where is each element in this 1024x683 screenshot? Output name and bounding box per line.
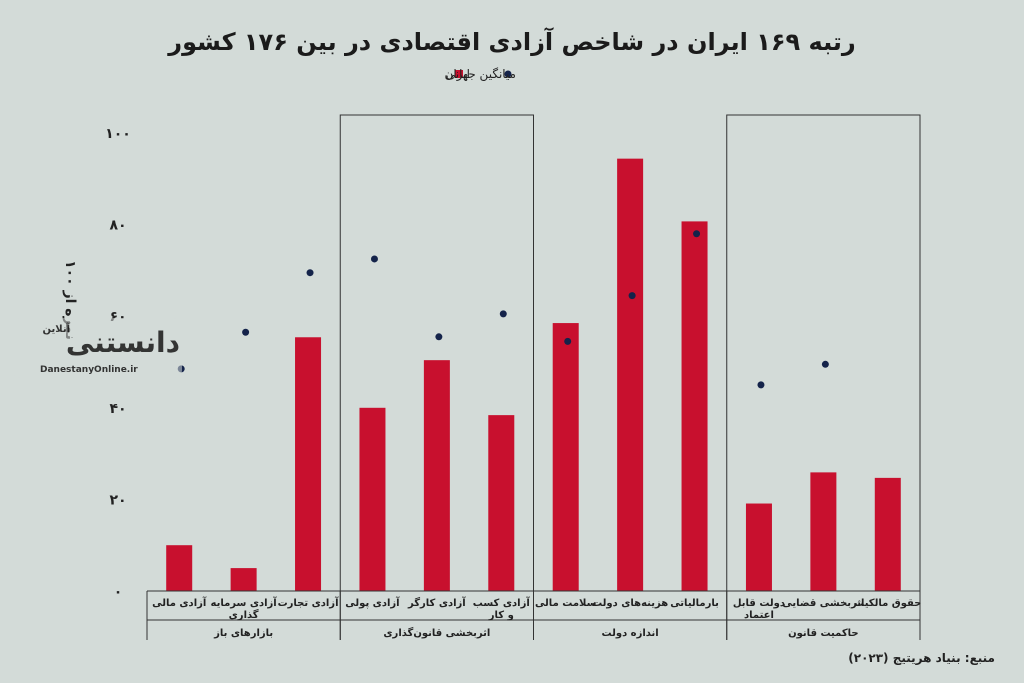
bar-iran xyxy=(745,503,772,591)
watermark-logo-text: دانستنی xyxy=(66,326,180,359)
legend: ایران میانگین جهانی xyxy=(445,67,516,82)
x-tick-label: بارمالیاتی xyxy=(670,598,719,609)
x-tick-label: و کار xyxy=(488,610,514,621)
bar-iran xyxy=(552,323,579,591)
group-label: بازارهای باز xyxy=(213,628,273,639)
dot-world-average xyxy=(370,255,378,263)
watermark-url: DanestanyOnline.ir xyxy=(40,365,138,375)
x-tick-label: اعتماد xyxy=(744,610,774,621)
bar-iran xyxy=(295,337,322,591)
x-tick-label: آزادی سرمایه xyxy=(211,596,278,609)
bar-iran xyxy=(230,568,257,591)
watermark-logo: دانستنی آنلاین DanestanyOnline.ir xyxy=(12,318,182,378)
y-tick-label: ۰ xyxy=(114,584,123,600)
bars xyxy=(166,158,901,592)
x-axis: حاکمیت قانون اندازه دولت اثربخشی قانون‌گذا… xyxy=(146,590,921,640)
legend-label-world-average: میانگین جهانی xyxy=(446,67,516,82)
x-tick-label: گذاری xyxy=(229,608,259,621)
dots xyxy=(177,230,829,389)
bar-iran xyxy=(423,360,450,591)
x-tick-label: آزادی مالی xyxy=(152,596,207,609)
dot-world-average xyxy=(821,360,829,368)
y-tick-label: ۴۰ xyxy=(109,401,126,417)
x-tick-label: دولت قابل xyxy=(733,598,785,609)
y-tick-label: ۸۰ xyxy=(109,218,126,234)
bar-iran xyxy=(617,158,644,591)
dot-world-average xyxy=(757,381,765,389)
dot-world-average xyxy=(693,230,701,238)
chart-title: رتبه ۱۶۹ ایران در شاخص آزادی اقتصادی در … xyxy=(167,27,855,56)
watermark-logo-sub: آنلاین xyxy=(42,322,70,335)
x-tick-label: آزادی کارگر xyxy=(407,596,466,609)
bar-iran xyxy=(488,415,515,591)
x-tick-label: هزینه‌های دولت xyxy=(592,598,668,609)
x-tick-label: اثربخشی قضایی xyxy=(782,598,864,609)
x-tick-label: آزادی کسب xyxy=(473,596,531,609)
x-tick-label: سلامت مالی xyxy=(535,598,597,609)
x-tick-label: حقوق مالکیت xyxy=(854,598,921,609)
dot-world-average xyxy=(435,333,443,341)
x-tick-label: آزادی پولی xyxy=(345,596,400,609)
group-label: حاکمیت قانون xyxy=(788,628,859,639)
y-tick-label: ۱۰۰ xyxy=(105,126,131,142)
bar-iran xyxy=(874,477,901,591)
dot-world-average xyxy=(499,310,507,318)
y-tick-label: ۲۰ xyxy=(109,492,126,508)
dot-world-average xyxy=(628,292,636,300)
bar-iran xyxy=(166,545,193,591)
bar-iran xyxy=(681,221,708,592)
dot-world-average xyxy=(306,269,314,277)
legend-swatch-world-average xyxy=(504,70,512,78)
x-tick-label: آزادی تجارت xyxy=(278,596,339,609)
bar-iran xyxy=(359,407,386,591)
legend-label-iran: ایران xyxy=(445,67,470,82)
legend-swatch-iran xyxy=(455,70,463,78)
group-label: اثربخشی قانون‌گذاری xyxy=(383,626,490,639)
group-label: اندازه دولت xyxy=(602,628,659,639)
dot-world-average xyxy=(242,328,250,336)
source-note: منبع: بنیاد هریتیج (۲۰۲۳) xyxy=(848,651,995,665)
bar-iran xyxy=(810,472,837,591)
dot-world-average xyxy=(564,337,572,345)
